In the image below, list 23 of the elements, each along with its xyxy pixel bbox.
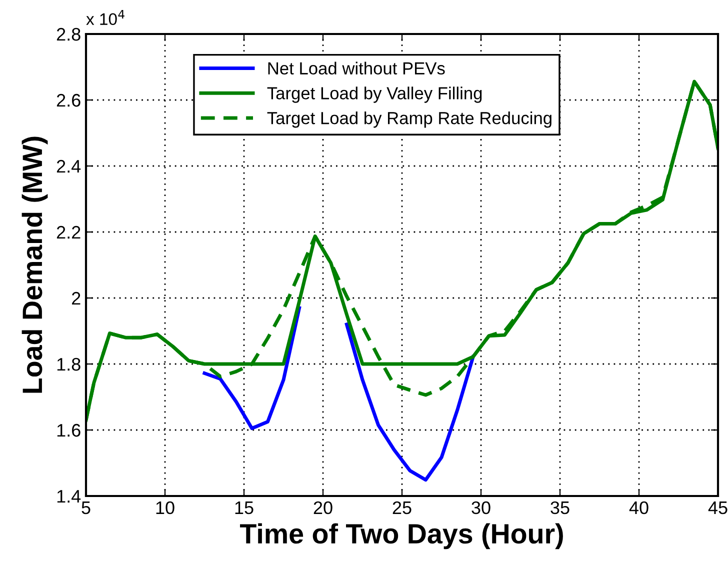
y-axis-title: Load Demand (MW): [22, 136, 48, 393]
x-tick-label: 45: [708, 502, 728, 514]
y-tick-label: 2: [72, 292, 80, 305]
x-tick-label: 35: [550, 501, 570, 514]
x-tick-label: 20: [314, 501, 332, 514]
legend-label: Net Load without PEVs: [268, 62, 445, 75]
y-tick-label: 1.6: [57, 424, 80, 437]
x-tick-label: 30: [472, 501, 490, 514]
x-tick-label: 25: [392, 501, 412, 514]
legend-label: Target Load by Ramp Rate Reducing: [267, 112, 552, 128]
x-axis-title: Time of Two Days (Hour): [240, 523, 563, 550]
y-tick-label: 1.8: [57, 358, 80, 371]
x-tick-label: 10: [156, 501, 174, 514]
x-tick-label: 40: [629, 501, 648, 514]
x-tick-label: 5: [82, 502, 90, 514]
y-tick-label: 2.6: [56, 94, 80, 107]
y-tick-label: 2.8: [56, 28, 80, 41]
x-tick-label: 15: [235, 502, 254, 514]
y-tick-label: 2.4: [56, 160, 81, 173]
text: x 10$^{4}$: [86, 10, 124, 26]
y-tick-label: 1.4: [57, 490, 81, 503]
legend-label: Target Load by Valley Filling: [267, 86, 482, 103]
y-tick-label: 2.2: [56, 226, 80, 239]
